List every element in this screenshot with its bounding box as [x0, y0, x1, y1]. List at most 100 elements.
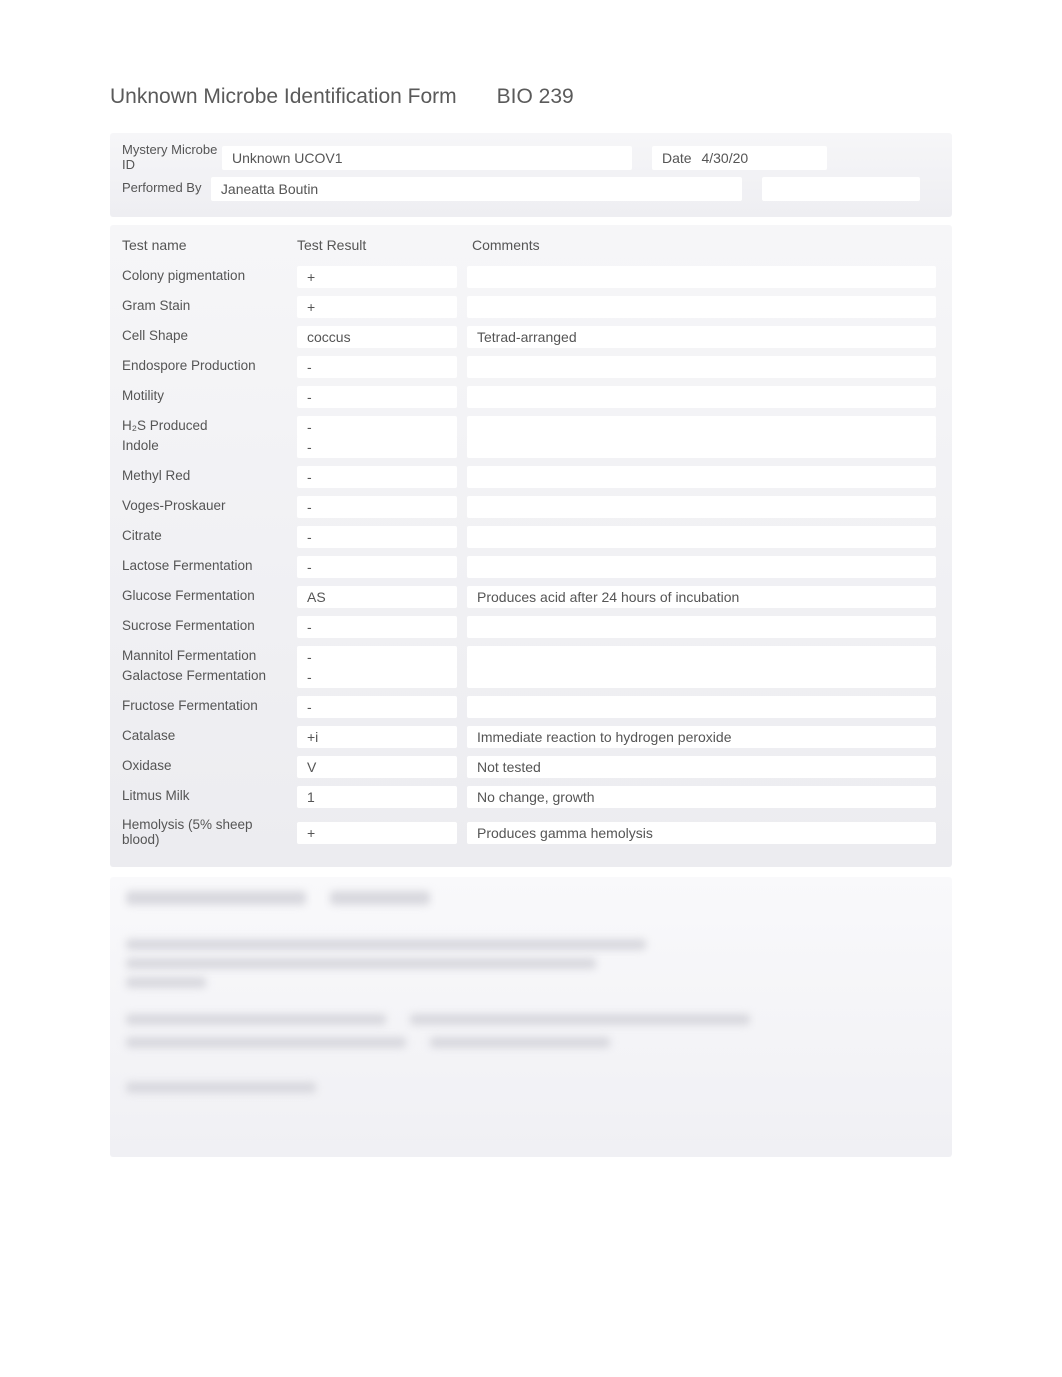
test-comment-cell[interactable]: Produces acid after 24 hours of incubati… [467, 586, 936, 608]
test-result-cell[interactable]: - [297, 436, 457, 458]
test-comment-cell[interactable] [467, 416, 936, 438]
test-result-cell[interactable]: - [297, 496, 457, 518]
table-row: Litmus Milk1 No change, growth [122, 783, 940, 811]
test-comment-cell[interactable]: Not tested [467, 756, 936, 778]
test-name-cell: Oxidase [122, 759, 297, 774]
performed-by-label: Performed By [122, 181, 211, 196]
test-result-cell[interactable]: - [297, 466, 457, 488]
table-row: Cell Shape coccus Tetrad-arranged [122, 323, 940, 351]
test-name-cell: Glucose Fermentation [122, 589, 297, 604]
test-name-cell: Catalase [122, 729, 297, 744]
blurred-text [126, 1014, 386, 1025]
test-result-cell[interactable]: V [297, 756, 457, 778]
test-name-cell: Gram Stain [122, 299, 297, 314]
test-name-cell: Endospore Production [122, 359, 297, 374]
test-comment-cell[interactable]: Immediate reaction to hydrogen peroxide [467, 726, 936, 748]
test-comment-cell[interactable]: Tetrad-arranged [467, 326, 936, 348]
test-comment-cell[interactable] [467, 696, 936, 718]
header-row-performer: Performed By Janeatta Boutin [122, 177, 940, 201]
test-comment-cell[interactable] [467, 616, 936, 638]
test-name-cell: Citrate [122, 529, 297, 544]
blurred-text [126, 1082, 316, 1093]
header-comments: Comments [472, 237, 940, 253]
test-name-cell: Lactose Fermentation [122, 559, 297, 574]
test-comment-cell[interactable] [467, 386, 936, 408]
table-row: Voges-Proskauer- [122, 493, 940, 521]
test-comment-cell[interactable] [467, 436, 936, 458]
page-title: Unknown Microbe Identification Form [110, 85, 457, 109]
table-row: Glucose FermentationAS Produces acid afte… [122, 583, 940, 611]
test-result-cell[interactable]: - [297, 556, 457, 578]
test-result-cell[interactable]: + [297, 266, 457, 288]
table-row: Indole- [122, 433, 940, 461]
test-name-cell: Galactose Fermentation [122, 669, 297, 684]
test-result-cell[interactable]: +i [297, 726, 457, 748]
test-result-cell[interactable]: + [297, 296, 457, 318]
table-row: Motility- [122, 383, 940, 411]
test-name-cell: Litmus Milk [122, 789, 297, 804]
test-name-cell: Colony pigmentation [122, 269, 297, 284]
test-result-cell[interactable]: - [297, 386, 457, 408]
test-name-cell: Cell Shape [122, 329, 297, 344]
test-result-cell[interactable]: - [297, 526, 457, 548]
tests-section: Test name Test Result Comments Colony pi… [110, 225, 952, 867]
test-comment-cell[interactable] [467, 556, 936, 578]
table-row: Methyl Red- [122, 463, 940, 491]
header-section: Mystery Microbe ID Unknown UCOV1 Date 4/… [110, 133, 952, 217]
table-row: Hemolysis (5% sheep blood)+ Produces gamm… [122, 813, 940, 853]
test-name-cell: Fructose Fermentation [122, 699, 297, 714]
header-row-id: Mystery Microbe ID Unknown UCOV1 Date 4/… [122, 143, 940, 173]
course-code: BIO 239 [497, 85, 574, 109]
test-comment-cell[interactable] [467, 646, 936, 668]
table-row: Fructose Fermentation- [122, 693, 940, 721]
bottom-blurred-section [110, 877, 952, 1157]
test-result-cell[interactable]: coccus [297, 326, 457, 348]
date-label: Date [662, 150, 692, 166]
table-row: Catalase+i Immediate reaction to hydrogen… [122, 723, 940, 751]
test-result-cell[interactable]: - [297, 356, 457, 378]
blurred-text [126, 1037, 406, 1048]
test-result-cell[interactable]: - [297, 646, 457, 668]
test-name-cell: Sucrose Fermentation [122, 619, 297, 634]
test-comment-cell[interactable] [467, 356, 936, 378]
test-result-cell[interactable]: - [297, 416, 457, 438]
table-row: Lactose Fermentation- [122, 553, 940, 581]
empty-field[interactable] [762, 177, 920, 201]
table-header: Test name Test Result Comments [122, 233, 940, 263]
date-value: 4/30/20 [701, 150, 748, 166]
test-comment-cell[interactable] [467, 496, 936, 518]
test-comment-cell[interactable] [467, 666, 936, 688]
blurred-text [126, 891, 306, 905]
test-comment-cell[interactable] [467, 466, 936, 488]
date-field[interactable]: Date 4/30/20 [652, 146, 827, 170]
test-result-cell[interactable]: - [297, 696, 457, 718]
blurred-text [126, 939, 646, 950]
header-test-name: Test name [122, 237, 297, 253]
test-comment-cell[interactable] [467, 526, 936, 548]
tests-body: Colony pigmentation+Gram Stain+Cell Shap… [122, 263, 940, 853]
test-name-cell: Motility [122, 389, 297, 404]
blurred-text [126, 977, 206, 988]
test-comment-cell[interactable] [467, 296, 936, 318]
table-row: Gram Stain+ [122, 293, 940, 321]
test-comment-cell[interactable] [467, 266, 936, 288]
table-row: Citrate- [122, 523, 940, 551]
microbe-id-label: Mystery Microbe ID [122, 143, 222, 173]
microbe-id-field[interactable]: Unknown UCOV1 [222, 146, 632, 170]
header-test-result: Test Result [297, 237, 472, 253]
test-name-cell: Voges-Proskauer [122, 499, 297, 514]
table-row: Endospore Production - [122, 353, 940, 381]
test-comment-cell[interactable]: Produces gamma hemolysis [467, 822, 936, 844]
blurred-text [430, 1037, 610, 1048]
test-result-cell[interactable]: 1 [297, 786, 457, 808]
title-row: Unknown Microbe Identification Form BIO … [110, 85, 952, 109]
test-result-cell[interactable]: + [297, 822, 457, 844]
performed-by-field[interactable]: Janeatta Boutin [211, 177, 742, 201]
test-result-cell[interactable]: - [297, 666, 457, 688]
test-comment-cell[interactable]: No change, growth [467, 786, 936, 808]
test-result-cell[interactable]: - [297, 616, 457, 638]
test-name-cell: Hemolysis (5% sheep blood) [122, 818, 297, 848]
blurred-text [126, 958, 596, 969]
test-result-cell[interactable]: AS [297, 586, 457, 608]
test-name-cell: H₂S Produced [122, 419, 297, 434]
